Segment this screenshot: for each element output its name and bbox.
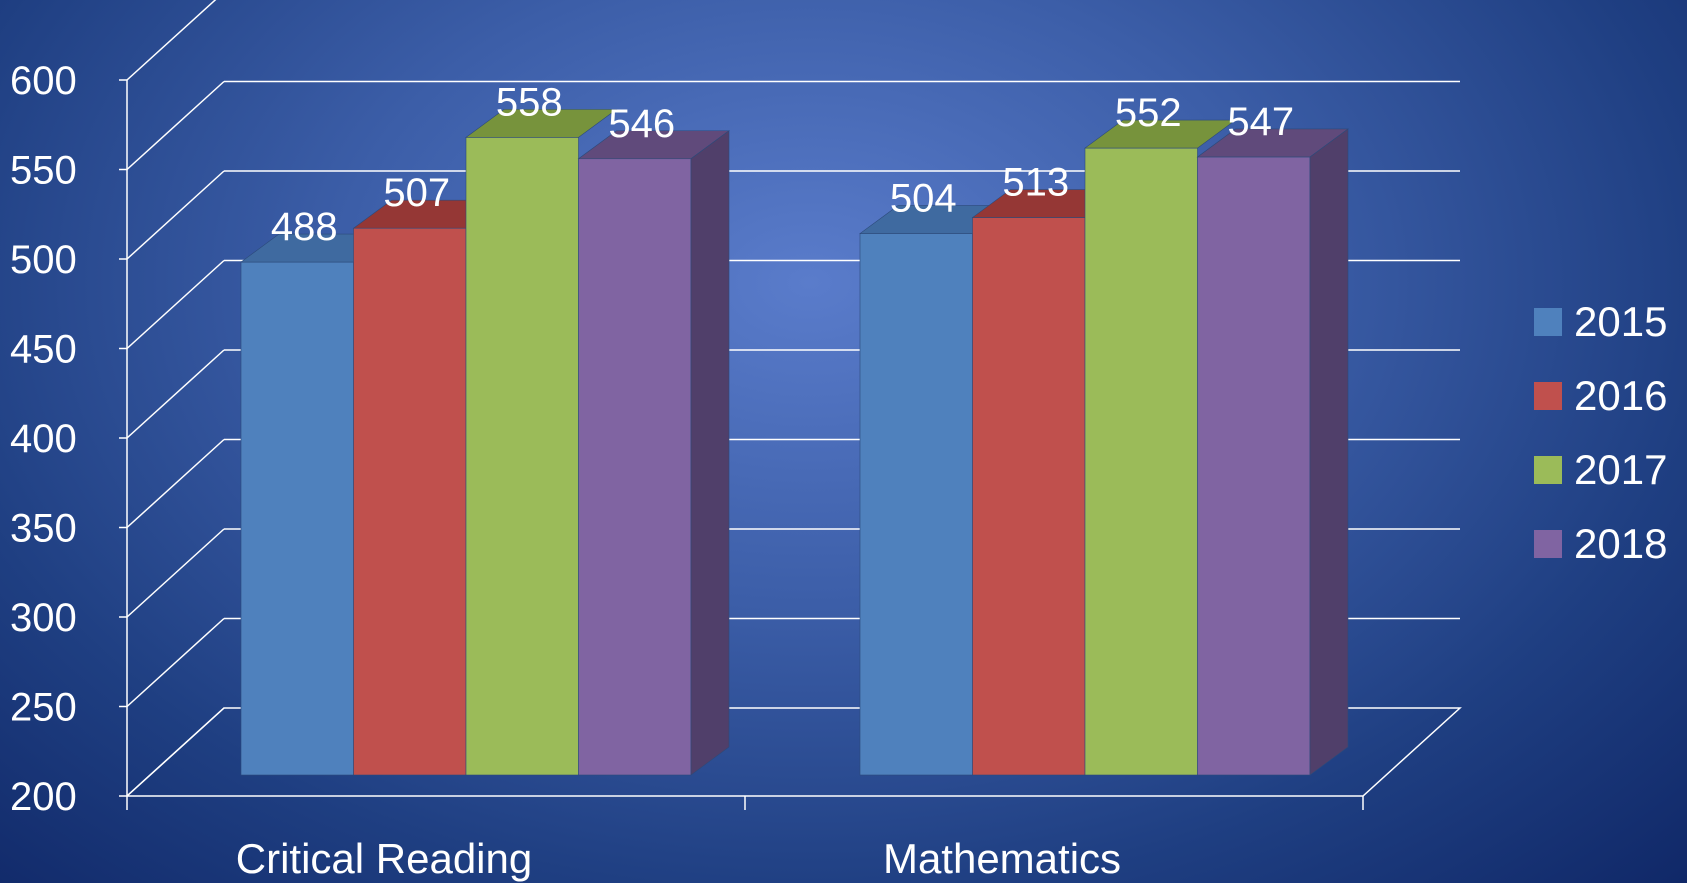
x-category-label: Critical Reading	[236, 835, 532, 882]
bar	[859, 205, 1012, 776]
legend-entry: 2015	[1534, 298, 1667, 345]
x-axis: Critical Reading Mathematics	[126, 796, 1364, 882]
y-axis: 200 250 300 350 400 450 500 550 600	[10, 59, 128, 819]
bar-front	[1197, 156, 1311, 776]
data-label: 507	[383, 171, 450, 215]
bar-front	[1084, 147, 1198, 776]
y-tick-label: 450	[10, 328, 77, 372]
legend-swatch	[1534, 382, 1562, 410]
gridline-side	[126, 170, 225, 260]
bar-top	[465, 109, 618, 138]
data-label: 547	[1227, 100, 1294, 144]
bar	[240, 233, 393, 776]
bar	[577, 130, 730, 776]
bar-front	[240, 261, 354, 776]
legend-entry: 2018	[1534, 520, 1667, 567]
bar	[1084, 119, 1237, 776]
data-label: 546	[608, 102, 675, 146]
bar	[465, 109, 618, 776]
bar-side	[1309, 128, 1349, 776]
legend-label: 2015	[1574, 298, 1667, 345]
y-tick-label: 400	[10, 417, 77, 461]
bar-front	[353, 227, 467, 776]
y-tick-label: 600	[10, 59, 77, 103]
legend-swatch	[1534, 456, 1562, 484]
bar-front	[972, 217, 1086, 776]
x-category-label: Mathematics	[883, 835, 1121, 882]
bar-front	[465, 137, 579, 776]
legend-swatch	[1534, 530, 1562, 558]
gridline-side	[126, 80, 225, 171]
bar-front	[859, 233, 973, 776]
gridline-side	[126, 528, 225, 618]
bar-front	[578, 158, 692, 776]
data-label: 513	[1002, 161, 1069, 205]
gridline-side	[126, 349, 225, 439]
legend-label: 2016	[1574, 372, 1667, 419]
y-tick-label: 550	[10, 149, 77, 193]
y-tick-label: 350	[10, 507, 77, 551]
bar-top	[1084, 119, 1237, 149]
legend-label: 2018	[1574, 520, 1667, 567]
gridline-side	[126, 259, 225, 350]
bar-side	[690, 130, 730, 776]
gridline-side	[126, 707, 225, 797]
gridline-side	[126, 0, 217, 81]
bar	[971, 189, 1124, 776]
data-labels: 488 507 558 546 504 513 552 547	[271, 80, 1294, 249]
bar	[1196, 128, 1349, 776]
legend-swatch	[1534, 308, 1562, 336]
y-tick-label: 500	[10, 238, 77, 282]
bars	[240, 109, 1349, 776]
data-label: 552	[1115, 91, 1182, 135]
y-tick-label: 200	[10, 775, 77, 819]
bar	[352, 199, 505, 776]
legend-label: 2017	[1574, 446, 1667, 493]
y-tick-label: 250	[10, 686, 77, 730]
legend-entry: 2017	[1534, 446, 1667, 493]
legend-entry: 2016	[1534, 372, 1667, 419]
gridline-side	[126, 438, 225, 529]
y-tick-label: 300	[10, 596, 77, 640]
data-label: 504	[890, 177, 957, 221]
gridline-side	[126, 617, 225, 708]
data-label: 488	[271, 205, 338, 249]
legend: 2015 2016 2017 2018	[1534, 298, 1667, 567]
data-label: 558	[496, 80, 563, 124]
